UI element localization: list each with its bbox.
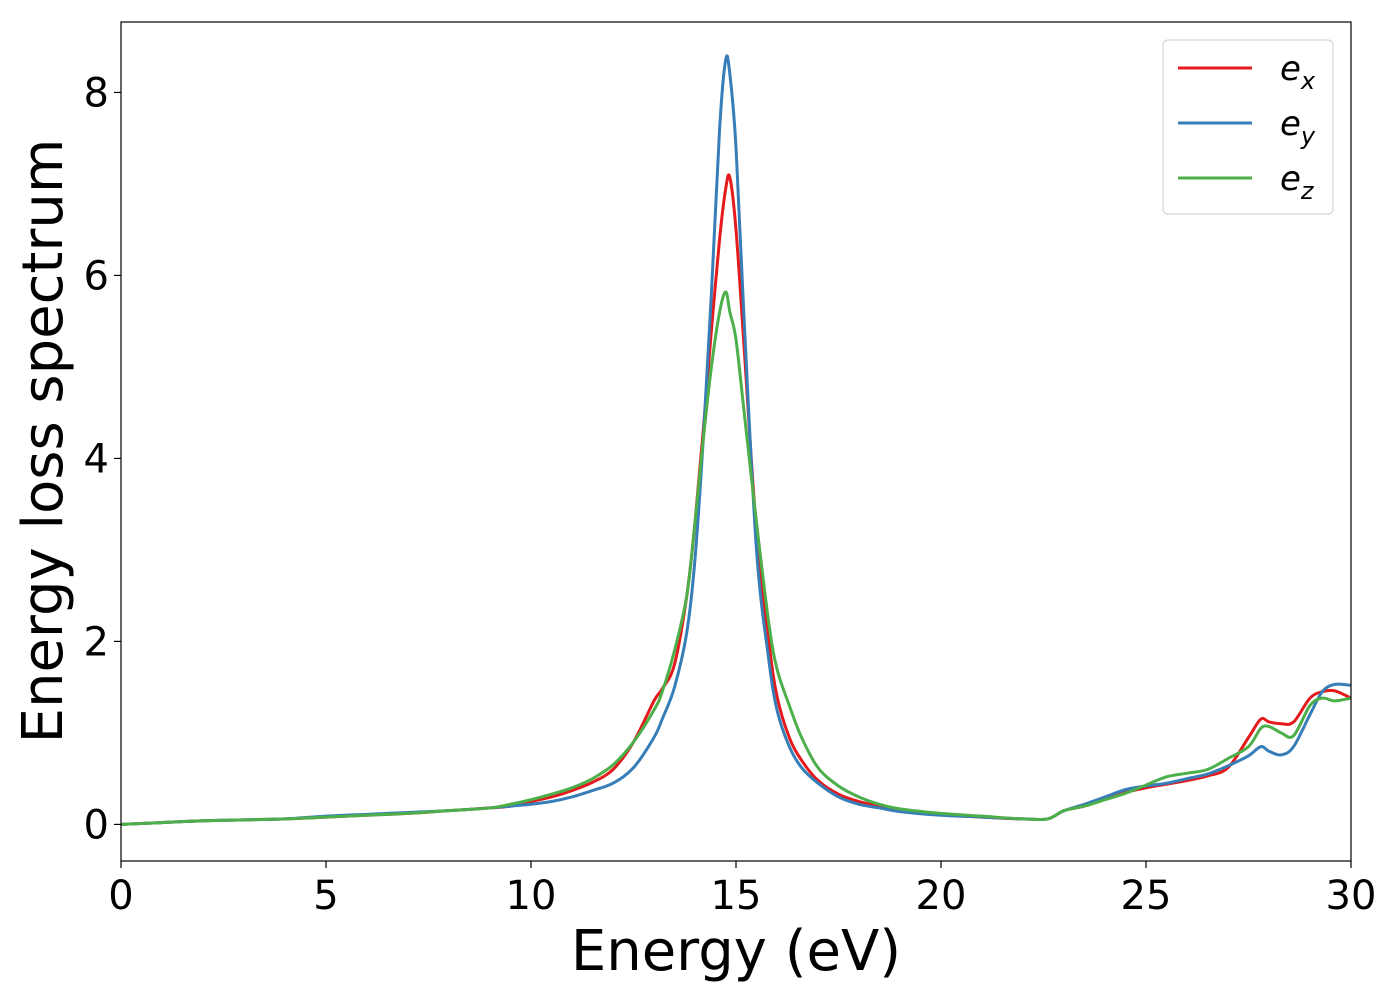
series-line-ex bbox=[121, 173, 1351, 826]
x-axis-label: Energy (eV) bbox=[571, 919, 901, 984]
series-lines bbox=[121, 54, 1351, 826]
x-tick-label: 20 bbox=[916, 873, 967, 919]
y-tick-label: 0 bbox=[84, 802, 109, 848]
y-axis-label: Energy loss spectrum bbox=[11, 139, 76, 744]
y-axis-ticks: 0 2 4 6 8 bbox=[84, 70, 121, 848]
y-tick-label: 4 bbox=[84, 436, 109, 482]
y-tick-label: 6 bbox=[84, 253, 109, 299]
series-line-ez bbox=[121, 290, 1351, 826]
y-tick-label: 8 bbox=[84, 70, 109, 116]
x-tick-label: 25 bbox=[1121, 873, 1172, 919]
series-line-ey bbox=[121, 54, 1351, 826]
x-tick-label: 10 bbox=[506, 873, 557, 919]
x-tick-label: 15 bbox=[711, 873, 762, 919]
x-tick-label: 5 bbox=[313, 873, 338, 919]
y-tick-label: 2 bbox=[84, 619, 109, 665]
x-tick-label: 30 bbox=[1326, 873, 1377, 919]
legend-label: ey bbox=[1280, 104, 1316, 150]
legend-label: ex bbox=[1280, 49, 1316, 95]
x-tick-label: 0 bbox=[108, 873, 133, 919]
legend-box bbox=[1162, 39, 1334, 215]
x-axis-ticks: 0 5 10 15 20 25 30 bbox=[108, 861, 1376, 919]
